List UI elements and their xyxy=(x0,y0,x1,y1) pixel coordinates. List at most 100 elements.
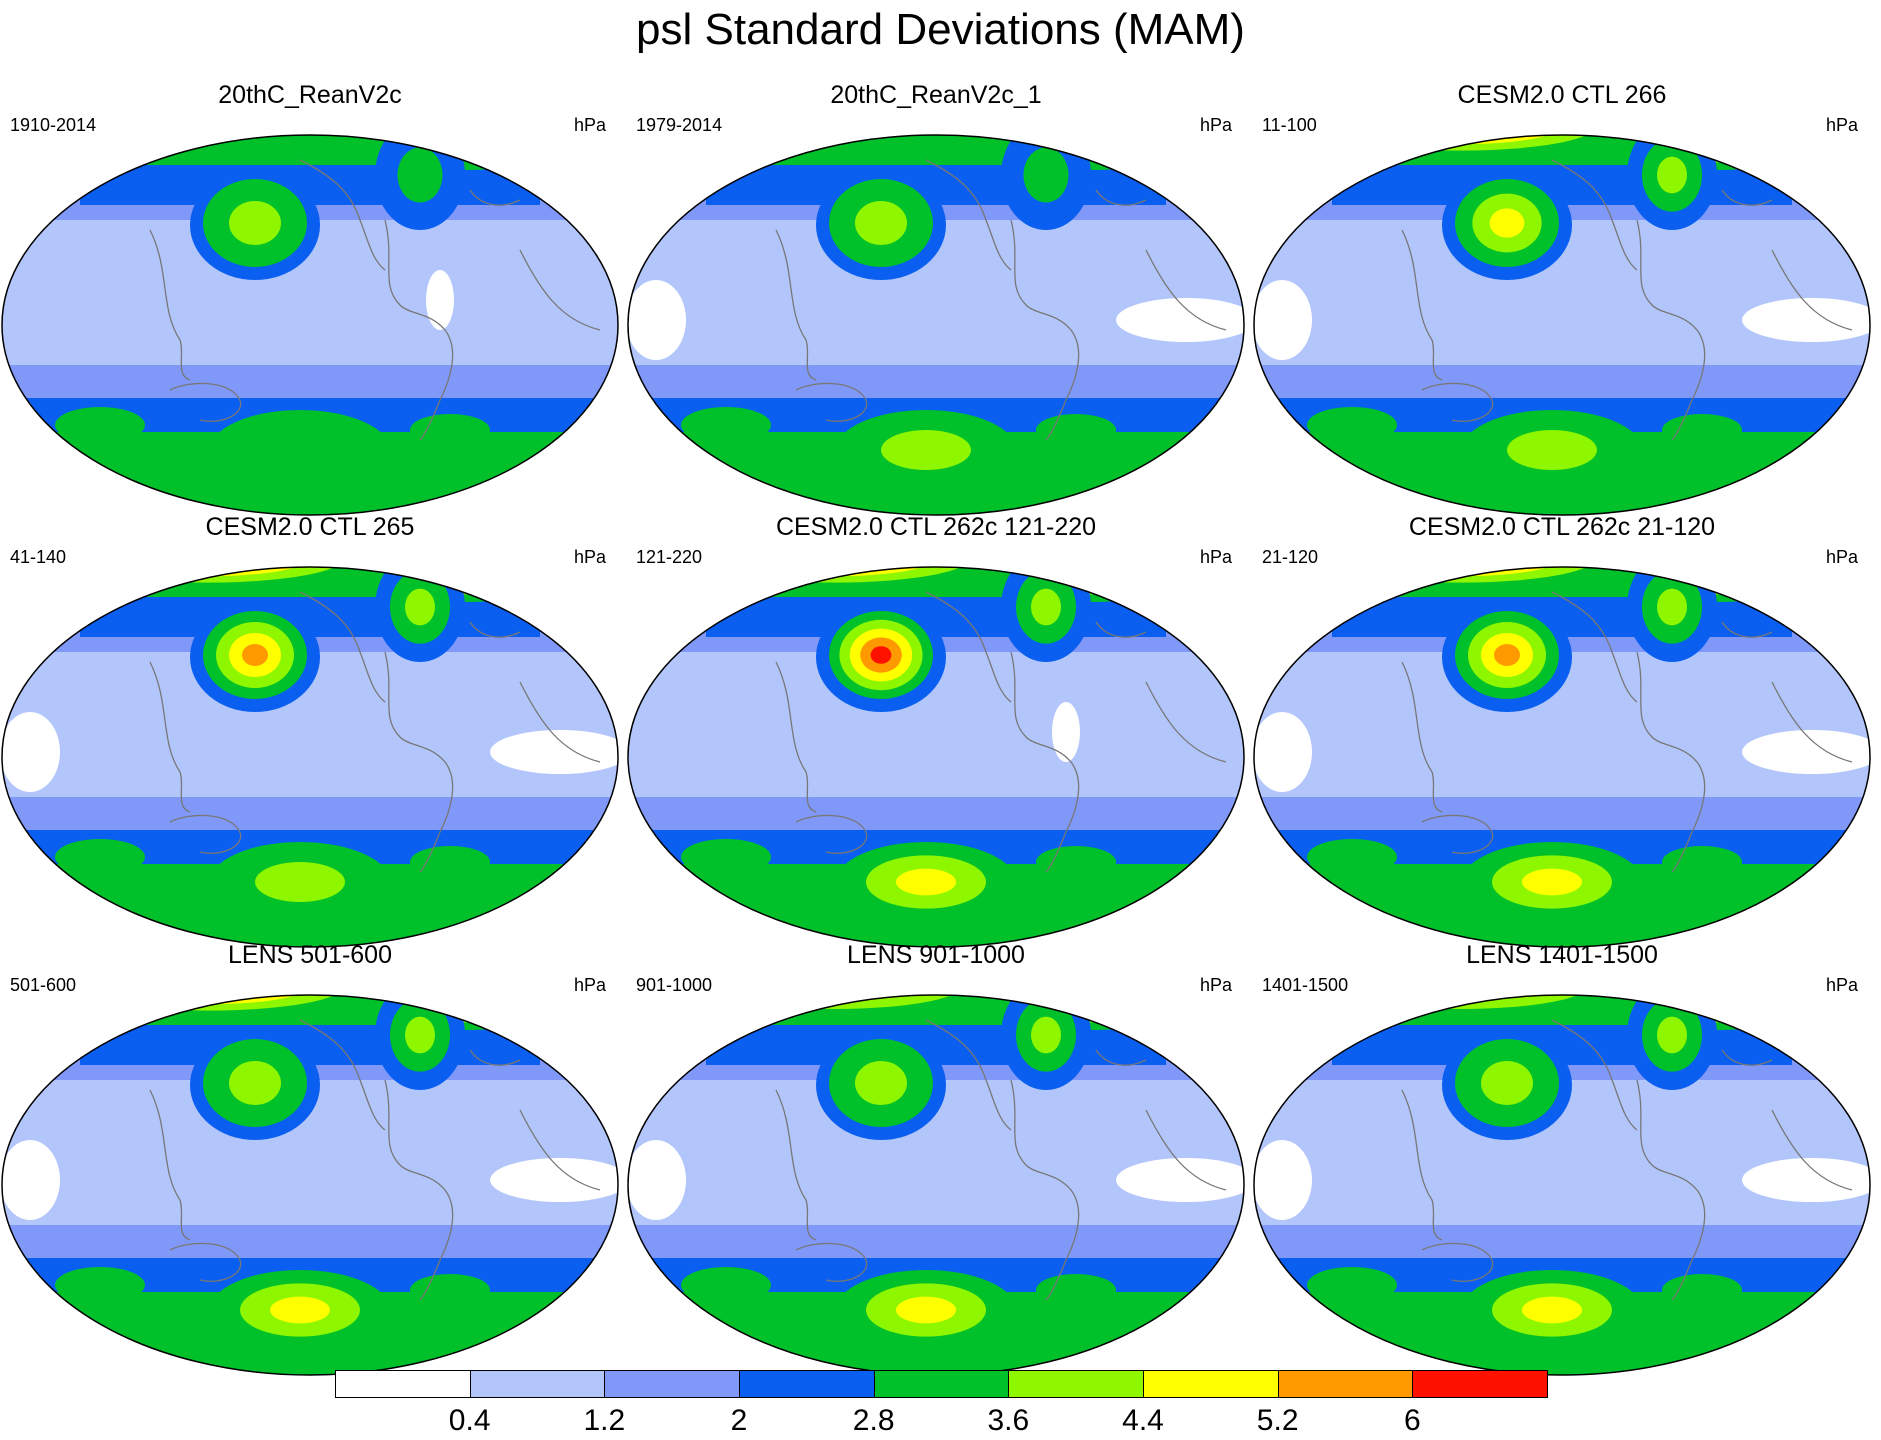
coastline xyxy=(1551,591,1638,703)
coastline xyxy=(169,382,242,422)
map-panel: CESM2.0 CTL 262c 21-120 21-120 hPa xyxy=(1252,512,1872,948)
contour-southern-ocean xyxy=(1307,407,1397,443)
contour-tropics-west xyxy=(2,1140,60,1220)
contour-tropics-atlantic xyxy=(1742,1158,1870,1202)
contour-aleutian xyxy=(229,201,281,245)
colorbar-swatch xyxy=(335,1370,471,1398)
coastline xyxy=(469,1049,521,1066)
panel-period: 21-120 xyxy=(1262,547,1319,567)
contour-arctic-max xyxy=(1677,567,1767,587)
map-panel: CESM2.0 CTL 266 11-100 hPa xyxy=(1252,80,1872,516)
contour-arctic-max xyxy=(1677,135,1767,155)
coastline xyxy=(1095,1049,1147,1066)
colorbar-tick-label: 4.4 xyxy=(1122,1404,1164,1437)
contour-tropics-atlantic xyxy=(1742,730,1870,774)
panel-title: CESM2.0 CTL 262c 21-120 xyxy=(1408,513,1716,541)
coastline xyxy=(1010,1079,1080,1301)
contour-antarctic-max xyxy=(896,868,956,896)
contour-southern-ocean xyxy=(55,839,145,875)
contour-arctic-max xyxy=(1699,135,1745,148)
contour-north-atlantic xyxy=(1657,156,1687,194)
contour-southern-ocean xyxy=(1662,846,1742,878)
contour-aleutian xyxy=(242,644,268,666)
colorbar-swatch xyxy=(873,1370,1010,1398)
contour-arctic-max xyxy=(425,995,515,1015)
contour-north-atlantic xyxy=(1023,147,1069,203)
contour-arctic-max xyxy=(108,567,312,577)
panel-period: 1401-1500 xyxy=(1262,975,1349,995)
contour-tropics-atlantic xyxy=(490,1158,618,1202)
panel-title: LENS 1401-1500 xyxy=(1466,941,1658,969)
panel-title: CESM2.0 CTL 266 xyxy=(1457,81,1667,109)
coastline xyxy=(1721,621,1773,638)
colorbar-tick-label: 3.6 xyxy=(987,1404,1030,1437)
contour-arctic-max xyxy=(734,567,938,577)
coastline xyxy=(1551,1019,1638,1131)
coastlines xyxy=(149,1019,601,1301)
contour-tropics-west xyxy=(1254,280,1312,360)
colorbar-swatch xyxy=(469,1370,606,1398)
contour-arctic-max xyxy=(1051,567,1141,587)
map-outline xyxy=(1253,134,1871,516)
contour-southern-ocean xyxy=(410,414,490,446)
contour-arctic-max xyxy=(1066,135,1126,150)
contour-arctic-max xyxy=(794,977,879,993)
coastline xyxy=(1721,1049,1773,1066)
contour-fields xyxy=(628,567,1244,947)
coastline xyxy=(149,661,191,813)
contour-southern-ocean xyxy=(1036,846,1116,878)
contour-fields xyxy=(628,135,1244,515)
coastlines xyxy=(1401,591,1853,873)
contour-tropics-atlantic xyxy=(490,730,618,774)
map-plot xyxy=(627,134,1245,516)
colorbar-swatch xyxy=(1143,1370,1279,1398)
map-plot xyxy=(627,566,1245,948)
coastline xyxy=(384,219,454,441)
contour-tropics-west xyxy=(2,712,60,792)
map-plot xyxy=(1253,994,1871,1376)
panel-units: hPa xyxy=(1825,547,1858,567)
contour-arctic-max xyxy=(1677,995,1767,1015)
contour-fields xyxy=(1254,119,1870,515)
panel-period: 901-1000 xyxy=(636,975,713,995)
contour-fields xyxy=(2,567,618,947)
colorbar-swatch xyxy=(604,1370,740,1398)
contour-arctic-max xyxy=(1428,119,1496,132)
panel-units: hPa xyxy=(1199,547,1232,567)
panel-units: hPa xyxy=(1825,115,1858,135)
contour-tropics-west xyxy=(628,1140,686,1220)
coastline xyxy=(925,1019,1012,1131)
coastline xyxy=(1771,1109,1853,1191)
contour-north-atlantic xyxy=(405,588,435,626)
coastline xyxy=(925,591,1012,703)
contour-north-atlantic xyxy=(405,1016,435,1054)
coastline xyxy=(775,229,817,381)
contour-southern-ocean xyxy=(1307,839,1397,875)
map-outline xyxy=(627,134,1245,516)
coastline xyxy=(1095,189,1147,206)
contour-southern-ocean xyxy=(1036,414,1116,446)
contour-aleutian xyxy=(870,646,892,664)
coastline xyxy=(1721,189,1773,206)
coastline xyxy=(299,1019,386,1131)
colorbar-swatch xyxy=(739,1370,875,1398)
contour-antarctic-max xyxy=(210,410,390,490)
coastline xyxy=(1636,651,1706,873)
contour-aleutian xyxy=(1481,1061,1533,1105)
coastline xyxy=(1401,661,1443,813)
contour-arctic-max xyxy=(447,995,493,1008)
colorbar-tick-label: 5.2 xyxy=(1256,1404,1299,1437)
coastline xyxy=(1636,1079,1706,1301)
coastline xyxy=(795,1242,868,1282)
contour-arctic-max xyxy=(1699,567,1745,580)
map-panel: CESM2.0 CTL 262c 121-220 121-220 hPa xyxy=(626,512,1246,948)
map-plot xyxy=(1,994,619,1376)
coastline xyxy=(1145,681,1227,763)
coastline xyxy=(1401,1089,1443,1241)
coastline xyxy=(1421,382,1494,422)
contour-north-atlantic xyxy=(397,147,443,203)
contour-fields xyxy=(1254,567,1870,947)
contour-southern-ocean xyxy=(1662,1274,1742,1306)
map-outline xyxy=(1,566,619,948)
coastlines xyxy=(775,1019,1227,1301)
